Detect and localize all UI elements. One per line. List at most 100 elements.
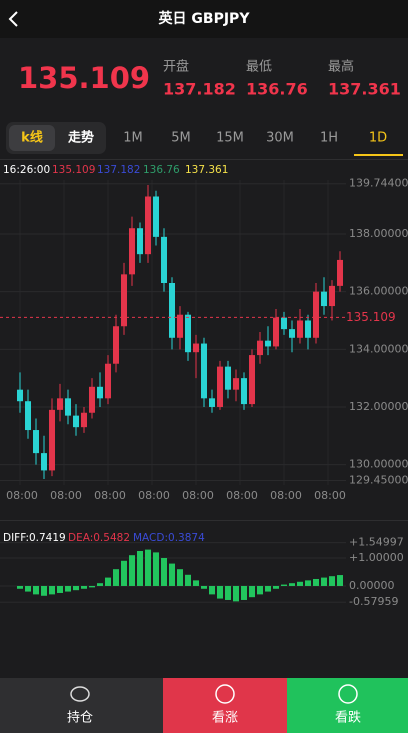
mode-selected <box>9 125 55 151</box>
candle-body <box>337 259 343 286</box>
field-value: 137.361 <box>328 80 401 99</box>
macd-bar <box>289 583 295 586</box>
x-tick-label: 08:00 <box>6 489 38 502</box>
button-label: 看涨 <box>212 710 238 726</box>
period-tab[interactable]: 1D <box>369 131 387 146</box>
macd-bar <box>41 585 47 596</box>
candle-body <box>273 317 279 347</box>
macd-bar <box>105 577 111 586</box>
macd-bar <box>185 574 191 586</box>
candle-body <box>57 398 63 410</box>
x-tick-label: 08:00 <box>94 489 126 502</box>
candle-body <box>185 314 191 353</box>
macd-label: DEA:0.5482 <box>68 532 130 544</box>
macd-bar <box>81 585 87 589</box>
top-bar <box>0 0 408 38</box>
macd-bar <box>113 569 119 586</box>
candle-body <box>193 343 199 353</box>
period-tab[interactable]: 15M <box>216 131 244 146</box>
field-value: 136.76 <box>246 80 308 99</box>
macd-bar <box>297 581 303 586</box>
candle-body <box>257 340 263 356</box>
candle-body <box>329 285 335 307</box>
macd-bar <box>65 585 71 592</box>
macd-bar <box>257 585 263 595</box>
macd-bar <box>97 583 103 586</box>
candle-body <box>41 453 47 471</box>
candle-body <box>225 366 231 390</box>
candle-body <box>161 236 167 283</box>
candle-body <box>81 412 87 428</box>
info-value: 136.76 <box>143 164 180 176</box>
macd-bar <box>265 585 271 592</box>
macd-label: MACD:0.3874 <box>133 532 205 544</box>
macd-bar <box>89 585 95 588</box>
macd-bar <box>73 585 79 591</box>
macd-bar <box>249 585 255 598</box>
macd-bar <box>121 560 127 586</box>
period-tab[interactable]: 1H <box>320 131 338 146</box>
candle-body <box>249 355 255 405</box>
y-tick-label: 0.00000 <box>349 579 395 592</box>
macd-bar <box>177 569 183 586</box>
macd-bar <box>57 585 63 593</box>
mode-tab[interactable]: 走势 <box>68 130 94 146</box>
macd-bar <box>217 585 223 599</box>
candle-body <box>241 378 247 405</box>
candle-body <box>33 430 39 454</box>
info-value: 137.182 <box>97 164 140 176</box>
mode-tab[interactable]: k线 <box>21 130 43 146</box>
hold-icon <box>70 686 90 702</box>
y-tick-label: +1.00000 <box>349 551 404 564</box>
back-button[interactable] <box>8 11 18 27</box>
candle-body <box>97 386 103 399</box>
info-time: 16:26:00 <box>3 164 50 176</box>
macd-bar <box>233 585 239 602</box>
x-tick-label: 08:00 <box>138 489 170 502</box>
candle-body <box>201 343 207 399</box>
candle-body <box>89 386 95 413</box>
separator <box>0 159 408 160</box>
period-tab[interactable]: 30M <box>266 131 294 146</box>
x-tick-label: 08:00 <box>314 489 346 502</box>
candle-body <box>233 378 239 390</box>
title: 英日 GBPJPY <box>158 10 251 27</box>
info-value: 135.109 <box>52 164 95 176</box>
candle-body <box>321 291 327 307</box>
x-tick-label: 08:00 <box>50 489 82 502</box>
field-value: 137.182 <box>163 80 236 99</box>
candle-body <box>137 228 143 255</box>
candle-body <box>265 340 271 347</box>
macd-bar <box>321 577 327 586</box>
macd-bar <box>33 585 39 595</box>
candle-body <box>121 274 127 327</box>
period-tab[interactable]: 5M <box>171 131 191 146</box>
macd-bar <box>49 585 55 595</box>
candle-body <box>217 366 223 407</box>
candle-body <box>177 314 183 338</box>
price: 135.109 <box>18 61 150 95</box>
macd-bar <box>153 552 159 586</box>
last-price-label: 135.109 <box>346 310 396 324</box>
y-tick-label: +1.54997 <box>349 536 404 549</box>
sell-button[interactable] <box>287 678 408 733</box>
macd-bar <box>145 549 151 586</box>
button-label: 持仓 <box>67 711 93 726</box>
macd-bar <box>313 578 319 586</box>
candle-body <box>105 363 111 399</box>
macd-label: DIFF:0.7419 <box>3 532 66 544</box>
macd-bar <box>305 580 311 586</box>
buy-icon <box>215 684 235 704</box>
y-tick-label: 129.450000 <box>349 474 408 487</box>
x-tick-label: 08:00 <box>226 489 258 502</box>
buy-button[interactable] <box>163 678 287 733</box>
y-tick-label: 139.744000 <box>349 177 408 190</box>
period-tab[interactable]: 1M <box>123 131 143 146</box>
candle-body <box>17 389 23 402</box>
